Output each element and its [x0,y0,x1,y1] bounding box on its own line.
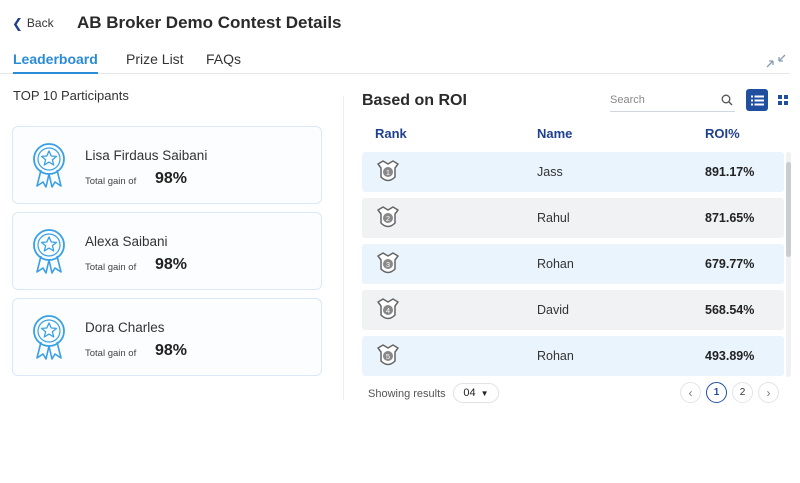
prev-page-button[interactable]: ‹ [680,382,701,403]
top-participants-panel: TOP 10 Participants Lisa Firdaus Saibani… [12,88,324,376]
rank-number: 4 [386,306,390,315]
grid-view-button[interactable] [772,89,794,111]
rank-number: 3 [386,260,390,269]
collapse-arrows-icon[interactable] [764,52,788,70]
column-rank[interactable]: Rank [375,126,407,141]
rank-number: 5 [386,352,390,361]
table-row[interactable]: 4 David 568.54% [362,290,784,330]
chevron-left-icon: ‹ [688,385,693,400]
chevron-left-icon: ❮ [12,15,23,31]
next-page-button[interactable]: › [758,382,779,403]
row-roi: 568.54% [705,303,755,317]
award-ribbon-icon [33,229,65,274]
rank-number: 1 [386,168,390,177]
row-name: Rohan [537,349,574,363]
panel-divider [343,96,344,400]
table-scrollbar[interactable] [786,152,791,377]
column-roi[interactable]: ROI% [705,126,740,141]
search-input[interactable] [610,90,710,110]
rank-badge-icon: 5 [377,344,399,366]
page-size-value: 04 [463,387,476,399]
participant-card[interactable]: Lisa Firdaus Saibani Total gain of 98% [12,126,322,204]
gain-value: 98% [155,256,188,273]
gain-value: 98% [155,342,188,359]
row-name: Jass [537,165,563,179]
top-participants-heading: TOP 10 Participants [13,88,129,103]
rank-badge-icon: 1 [377,160,399,182]
participant-name: Dora Charles [85,320,165,335]
participant-card[interactable]: Alexa Saibani Total gain of 98% [12,212,322,290]
row-roi: 679.77% [705,257,755,271]
table-row[interactable]: 5 Rohan 493.89% [362,336,784,376]
row-name: Rohan [537,257,574,271]
table-header: Rank Name ROI% [362,126,782,146]
page-button-1[interactable]: 1 [706,382,727,403]
roi-title: Based on ROI [362,92,467,109]
view-toggle [746,89,794,111]
table-row[interactable]: 3 Rohan 679.77% [362,244,784,284]
participant-card[interactable]: Dora Charles Total gain of 98% [12,298,322,376]
row-name: David [537,303,569,317]
rank-badge-icon: 3 [377,252,399,274]
list-view-button[interactable] [746,89,768,111]
scrollbar-thumb[interactable] [786,162,791,257]
page-size-select[interactable]: 04 ▼ [453,383,499,403]
table-row[interactable]: 2 Rahul 871.65% [362,198,784,238]
row-roi: 891.17% [705,165,755,179]
rank-badge-icon: 4 [377,298,399,320]
chevron-right-icon: › [766,385,771,400]
showing-results-label: Showing results [368,388,446,400]
table-footer: Showing results 04 ▼ ‹ 1 2 › [362,382,786,406]
page-title: AB Broker Demo Contest Details [77,13,342,32]
back-button[interactable]: ❮ Back [12,16,54,30]
gain-label: Total gain of [85,348,137,359]
search-icon[interactable] [721,94,733,106]
pagination: ‹ 1 2 › [680,382,779,403]
gain-label: Total gain of [85,262,137,273]
back-label: Back [26,16,54,30]
caret-down-icon: ▼ [480,388,489,398]
award-ribbon-icon [33,315,65,360]
page-header: ❮ Back AB Broker Demo Contest Details [0,0,800,44]
list-view-icon [750,95,764,105]
grid-view-icon [778,95,788,105]
table-row[interactable]: 1 Jass 891.17% [362,152,784,192]
row-name: Rahul [537,211,570,225]
rank-badge-icon: 2 [377,206,399,228]
row-roi: 493.89% [705,349,755,363]
tab-faqs[interactable]: FAQs [206,51,242,67]
search-box [610,90,735,112]
tab-leaderboard[interactable]: Leaderboard [13,51,98,74]
participant-name: Alexa Saibani [85,234,168,249]
row-roi: 871.65% [705,211,755,225]
tab-bar: Leaderboard Prize List FAQs [0,48,790,74]
gain-label: Total gain of [85,176,137,187]
award-ribbon-icon [33,143,65,188]
tab-prize-list[interactable]: Prize List [126,51,184,67]
rank-number: 2 [386,214,390,223]
column-name[interactable]: Name [537,126,573,141]
gain-value: 98% [155,170,188,187]
participant-name: Lisa Firdaus Saibani [85,148,208,163]
page-button-2[interactable]: 2 [732,382,753,403]
